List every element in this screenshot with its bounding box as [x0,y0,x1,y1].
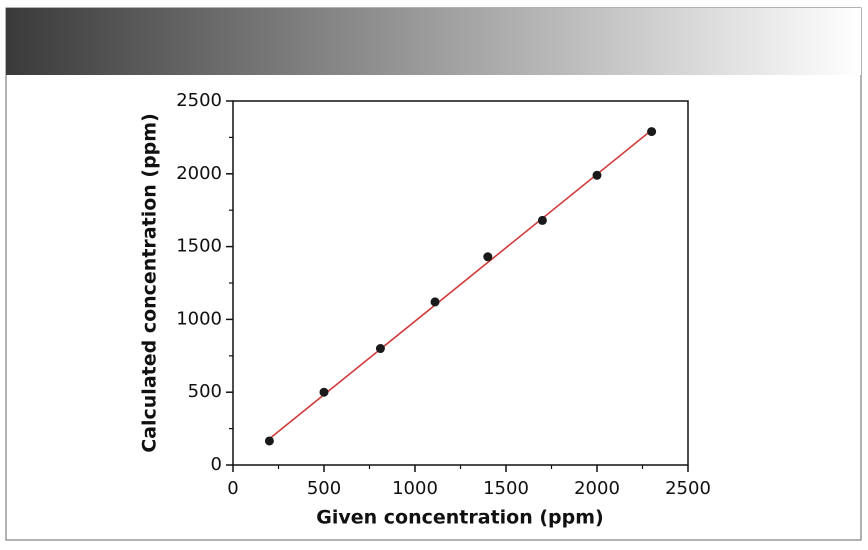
y-tick-label: 2000 [176,163,222,184]
data-point [537,215,547,225]
x-tick-label: 2000 [574,478,620,499]
data-point [264,436,274,446]
y-tick-label: 1000 [176,308,222,329]
y-axis-label: Calculated concentration (ppm) [139,113,161,453]
x-tick-label: 0 [227,478,238,499]
x-tick-label: 500 [307,478,341,499]
fit-line [268,129,653,440]
frame [5,7,862,541]
data-point [592,170,602,180]
x-tick-label: 1000 [392,478,438,499]
data-point [375,344,385,354]
y-tick-label: 0 [211,454,222,475]
y-tick-label: 1500 [176,236,222,257]
data-point [647,127,657,137]
data-point [483,252,493,262]
x-tick-label: 2500 [665,478,711,499]
data-point [319,387,329,397]
y-tick-label: 500 [188,381,222,402]
x-axis-label: Given concentration (ppm) [316,507,603,529]
header-bar [6,8,861,75]
x-tick-label: 1500 [483,478,529,499]
y-tick-label: 2500 [176,90,222,111]
data-point [430,297,440,307]
